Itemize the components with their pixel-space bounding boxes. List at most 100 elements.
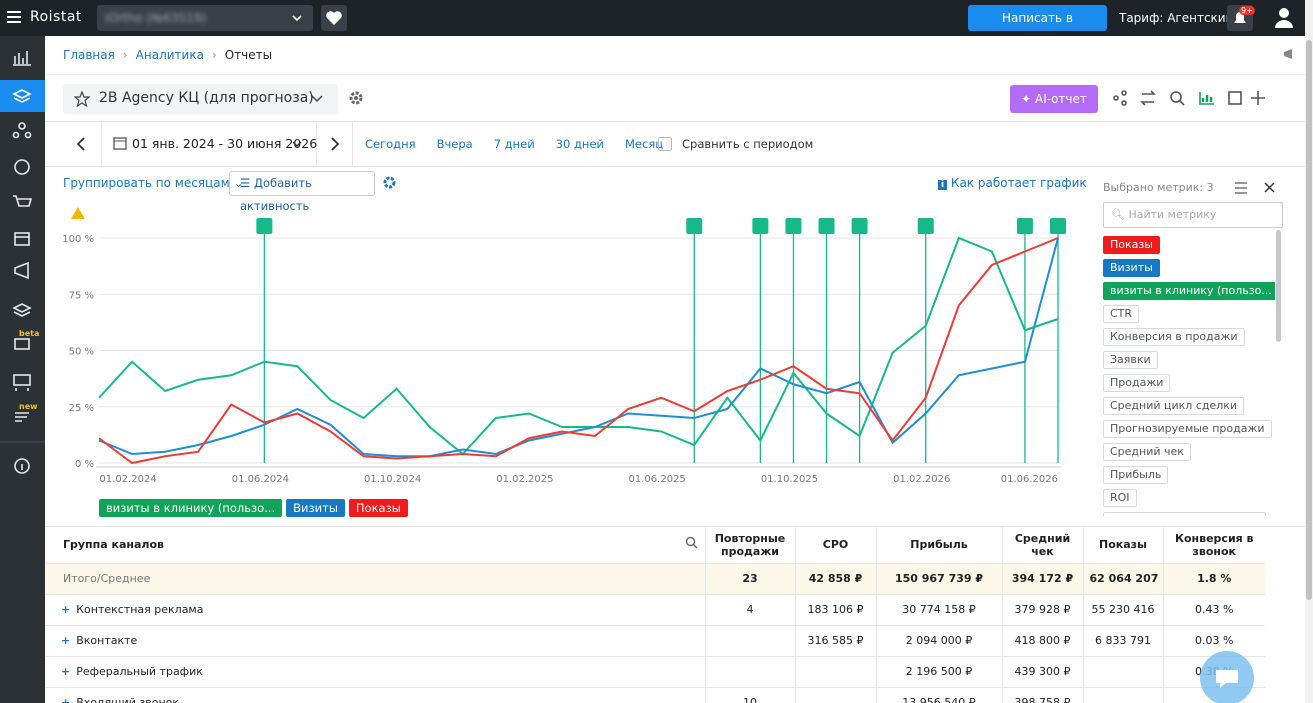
legend-item[interactable]: Визиты [286, 499, 345, 517]
chat-button[interactable] [1199, 650, 1255, 703]
table-cell: 62 064 207 [1082, 563, 1163, 595]
metric-item[interactable]: Прибыль [1103, 466, 1169, 484]
header-cell[interactable]: CPO [794, 527, 876, 564]
group-select[interactable]: Группировать по месяцам ⌄ [63, 176, 244, 190]
table-cell: 316 585 ₽ [794, 625, 876, 657]
report-actions[interactable] [1110, 88, 1275, 108]
metric-item[interactable]: ROI [1103, 489, 1137, 507]
chart-settings[interactable] [382, 175, 397, 190]
metric-item[interactable]: Прогнозируемая выручка [1103, 512, 1266, 516]
divider [45, 74, 1305, 75]
table-row: + Вконтакте 316 585 ₽ 2 094 000 ₽ 418 800 ₽ 6… [45, 625, 1265, 657]
table-cell: 394 172 ₽ [1001, 563, 1083, 595]
header-cell[interactable]: Показы [1082, 527, 1163, 564]
support-button[interactable]: Написать в поддержку [968, 5, 1107, 51]
header-cell[interactable]: Группа каналов [45, 527, 705, 564]
activity-flag[interactable] [1050, 218, 1066, 234]
crumb[interactable]: Главная [63, 48, 115, 62]
next-arrow[interactable] [330, 137, 340, 151]
crumb[interactable]: Аналитика [135, 48, 204, 62]
header-cell[interactable]: Конверсия в звонок [1162, 527, 1265, 564]
table-cell: 439 300 ₽ [1001, 656, 1083, 688]
report-table: Группа каналов Повторные продажи CPO Прибыл… [45, 527, 1265, 703]
period-bar [45, 121, 1305, 167]
user-icon[interactable] [1274, 7, 1294, 29]
cell-text: 150 967 739 ₽ [894, 572, 984, 585]
activity-flag[interactable] [785, 218, 802, 234]
checkbox[interactable] [658, 137, 672, 151]
cell-text: Итого/Среднее [63, 572, 151, 585]
cell-text: 0.03 % [1195, 634, 1234, 647]
expand-icon[interactable]: + [61, 603, 71, 616]
ai-button[interactable]: ✦ AI-отчет [1010, 85, 1098, 113]
metric-item[interactable]: визиты в клинику (пользо... [1103, 282, 1275, 300]
chart: 0 % 25 % 50 % 75 % 100 % 01.02.2024 01.06.2024… [62, 218, 1066, 485]
table-search[interactable] [685, 536, 698, 549]
quick-period[interactable]: Вчера [436, 137, 473, 151]
table-cell: 4 [704, 594, 795, 626]
table-cell: 1.8 % [1162, 563, 1265, 595]
notifications[interactable]: 9+ [1227, 5, 1255, 31]
panel-actions[interactable] [1233, 181, 1283, 195]
activity-flag[interactable] [917, 218, 934, 234]
activity-flag[interactable] [256, 218, 273, 234]
metric-search[interactable]: 🔍︎ Найти метрику [1103, 202, 1283, 228]
crumb: Отчеты [224, 48, 273, 62]
metric-item[interactable]: Заявки [1103, 351, 1158, 369]
activity-flag[interactable] [851, 218, 868, 234]
quick-period[interactable]: 30 дней [555, 137, 604, 151]
report-select[interactable]: 2B Agency КЦ (для прогноза) [63, 84, 338, 114]
sidebar-icons[interactable] [0, 36, 45, 703]
cell-text: 2 094 000 ₽ [905, 634, 973, 647]
header-cell[interactable]: Средний чек [1001, 527, 1083, 564]
metric-item[interactable]: Показы [1103, 236, 1160, 254]
metric-item[interactable]: Продажи [1103, 374, 1171, 392]
metric-row: Средний чек [1103, 443, 1275, 466]
metric-item[interactable]: Конверсия в продажи [1103, 328, 1245, 346]
x-tick-label: 01.02.2025 [496, 474, 553, 485]
metric-row: Продажи [1103, 374, 1275, 397]
metric-item[interactable]: CTR [1103, 305, 1140, 323]
quick-period[interactable]: 7 дней [493, 137, 535, 151]
quick-period[interactable]: Месяц [625, 137, 664, 151]
expand-icon[interactable]: + [61, 634, 71, 647]
activity-flag[interactable] [686, 218, 703, 234]
x-tick-label: 01.02.2026 [893, 474, 950, 485]
cell-text: 418 800 ₽ [1014, 634, 1071, 647]
project-select[interactable]: iOrtho (№63519) [97, 5, 313, 31]
table-cell [794, 656, 876, 688]
prev-arrow[interactable] [76, 137, 86, 151]
metric-item[interactable]: Средний чек [1103, 443, 1191, 461]
x-tick-label: 01.06.2025 [629, 474, 686, 485]
announce-icon[interactable] [1282, 47, 1296, 61]
metric-item[interactable]: Визиты [1103, 259, 1160, 277]
ai-label: AI-отчет [1035, 92, 1087, 106]
legend-item[interactable]: визиты в клинику (пользо... [99, 499, 283, 517]
header-cell[interactable]: Прибыль [875, 527, 1002, 564]
star-icon[interactable] [74, 91, 90, 107]
metric-item[interactable]: Средний цикл сделки [1103, 397, 1245, 415]
help-link[interactable]: i Как работает график [938, 176, 1087, 190]
activity-flag[interactable] [1016, 218, 1033, 234]
gear-icon[interactable] [348, 90, 364, 106]
activity-flag[interactable] [818, 218, 835, 234]
chevron [292, 141, 302, 147]
activity-flag[interactable] [752, 218, 769, 234]
cell-text: 10 [743, 696, 757, 703]
metric-item[interactable]: Прогнозируемые продажи [1103, 420, 1272, 438]
cell-text: 62 064 207 [1089, 572, 1159, 585]
quick-period[interactable]: Сегодня [365, 137, 416, 151]
x-tick-label: 01.06.2024 [232, 474, 289, 485]
header-cell[interactable]: Повторные продажи [704, 527, 795, 564]
menu-icon[interactable] [7, 11, 21, 24]
expand-icon[interactable]: + [61, 696, 71, 703]
date-range[interactable]: 01 янв. 2024 - 30 июня 2026 [132, 136, 318, 151]
legend-item[interactable]: Показы [348, 499, 408, 517]
health-button[interactable] [321, 5, 347, 31]
table-cell [1082, 687, 1163, 703]
add-activity-button[interactable]: ☰ Добавить активность [229, 171, 375, 213]
metric-row: визиты в клинику (пользо... [1103, 282, 1275, 305]
table-wrap: Группа каналов Повторные продажи CPO Прибыл… [45, 526, 1305, 703]
cell-text: 13 956 540 ₽ [902, 696, 976, 703]
expand-icon[interactable]: + [61, 665, 71, 678]
